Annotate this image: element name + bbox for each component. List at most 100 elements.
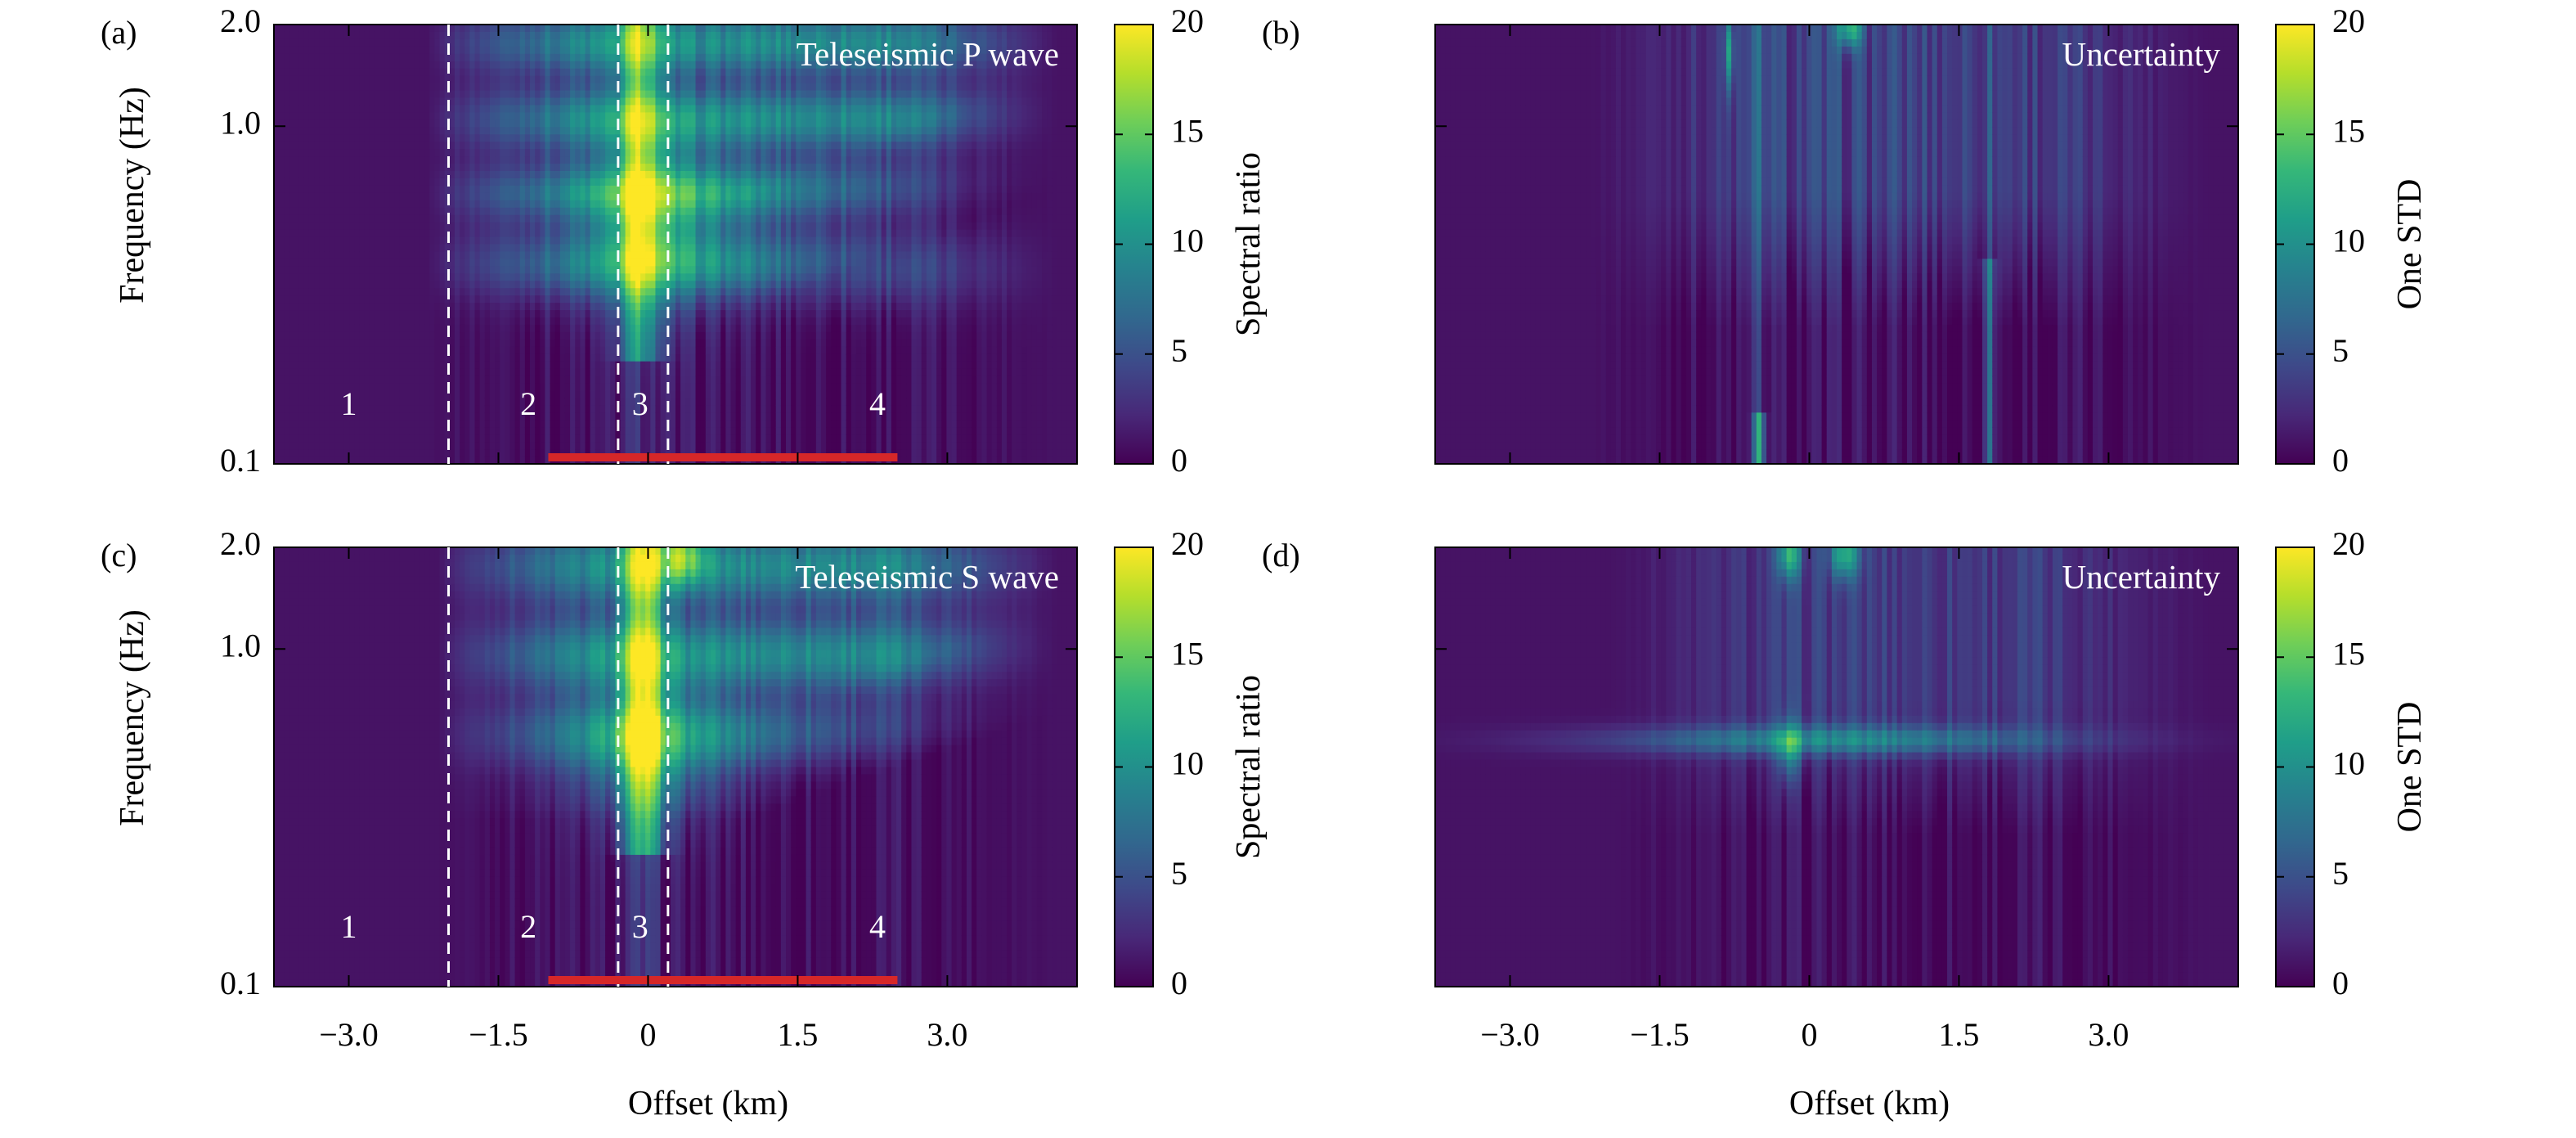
heatmap-cell (595, 420, 601, 428)
heatmap-cell (384, 192, 390, 201)
heatmap-cell (630, 273, 636, 281)
heatmap-cell (585, 346, 591, 355)
heatmap-cell (314, 192, 320, 201)
heatmap-cell (670, 156, 676, 164)
heatmap-cell (535, 83, 541, 92)
heatmap-cell (685, 127, 692, 135)
heatmap-cell (509, 457, 516, 465)
heatmap-cell (434, 105, 441, 114)
heatmap-cell (660, 171, 666, 179)
heatmap-cell (640, 405, 646, 414)
heatmap-cell (495, 53, 500, 62)
heatmap-cell (514, 259, 521, 268)
heatmap-cell (404, 449, 411, 457)
heatmap-cell (524, 398, 531, 407)
heatmap-cell (630, 412, 636, 421)
heatmap-cell (640, 90, 646, 99)
heatmap-cell (464, 171, 471, 179)
heatmap-cell (354, 214, 361, 223)
heatmap-cell (590, 46, 596, 55)
heatmap-cell (394, 434, 401, 443)
heatmap-cell (645, 149, 652, 157)
heatmap-cell (324, 405, 330, 414)
heatmap-cell (479, 53, 486, 62)
heatmap-cell (610, 200, 617, 209)
heatmap-cell (294, 207, 300, 216)
heatmap-cell (449, 222, 456, 231)
heatmap-cell (479, 251, 486, 260)
heatmap-cell (564, 383, 571, 392)
heatmap-cell (474, 171, 481, 179)
heatmap-cell (319, 310, 325, 318)
heatmap-cell (484, 200, 491, 209)
heatmap-cell (319, 207, 325, 216)
heatmap-cell (620, 353, 626, 362)
heatmap-cell (369, 331, 375, 340)
heatmap-cell (329, 442, 335, 450)
heatmap-cell (379, 434, 385, 443)
heatmap-cell (514, 273, 521, 281)
heatmap-cell (359, 310, 366, 318)
heatmap-cell (495, 192, 500, 201)
heatmap-cell (685, 38, 692, 47)
heatmap-cell (630, 288, 636, 296)
heatmap-cell (454, 303, 460, 311)
heatmap-cell (314, 90, 320, 99)
heatmap-cell (324, 171, 330, 179)
heatmap-cell (514, 434, 521, 443)
heatmap-cell (509, 324, 516, 333)
heatmap-cell (580, 420, 586, 428)
heatmap-cell (308, 127, 315, 135)
heatmap-cell (324, 331, 330, 340)
heatmap-cell (354, 164, 361, 172)
heatmap-cell (414, 420, 420, 428)
heatmap-cell (635, 420, 641, 428)
heatmap-cell (449, 405, 456, 414)
heatmap-cell (545, 127, 551, 135)
heatmap-cell (554, 398, 561, 407)
heatmap-cell (554, 339, 561, 348)
heatmap-cell (650, 105, 657, 114)
heatmap-cell (519, 339, 526, 348)
heatmap-cell (449, 259, 456, 268)
heatmap-cell (343, 383, 350, 392)
heatmap-cell (580, 75, 586, 84)
heatmap-cell (545, 310, 551, 318)
heatmap-cell (414, 303, 420, 311)
heatmap-cell (349, 420, 355, 428)
heatmap-cell (414, 214, 420, 223)
heatmap-cell (550, 222, 556, 231)
heatmap-cell (454, 251, 460, 260)
heatmap-cell (379, 288, 385, 296)
heatmap-cell (374, 61, 380, 70)
heatmap-cell (554, 156, 561, 164)
heatmap-cell (500, 259, 506, 268)
heatmap-cell (414, 31, 420, 40)
heatmap-cell (610, 295, 617, 304)
heatmap-cell (685, 68, 692, 77)
heatmap-cell (343, 236, 350, 245)
heatmap-cell (489, 324, 496, 333)
heatmap-cell (303, 229, 310, 238)
heatmap-cell (550, 273, 556, 281)
heatmap-cell (640, 288, 646, 296)
heatmap-cell (640, 229, 646, 238)
heatmap-cell (595, 222, 601, 231)
heatmap-cell (449, 303, 456, 311)
heatmap-cell (289, 295, 295, 304)
heatmap-cell (334, 420, 340, 428)
heatmap-cell (545, 142, 551, 150)
heatmap-cell (424, 68, 430, 77)
heatmap-cell (575, 83, 581, 92)
heatmap-cell (580, 127, 586, 135)
heatmap-cell (655, 192, 662, 201)
heatmap-cell (610, 288, 617, 296)
heatmap-cell (449, 229, 456, 238)
heatmap-cell (610, 207, 617, 216)
heatmap-cell (474, 105, 481, 114)
heatmap-cell (620, 368, 626, 377)
heatmap-cell (294, 442, 300, 450)
heatmap-cell (675, 185, 681, 194)
heatmap-cell (289, 390, 295, 399)
heatmap-cell (444, 353, 451, 362)
